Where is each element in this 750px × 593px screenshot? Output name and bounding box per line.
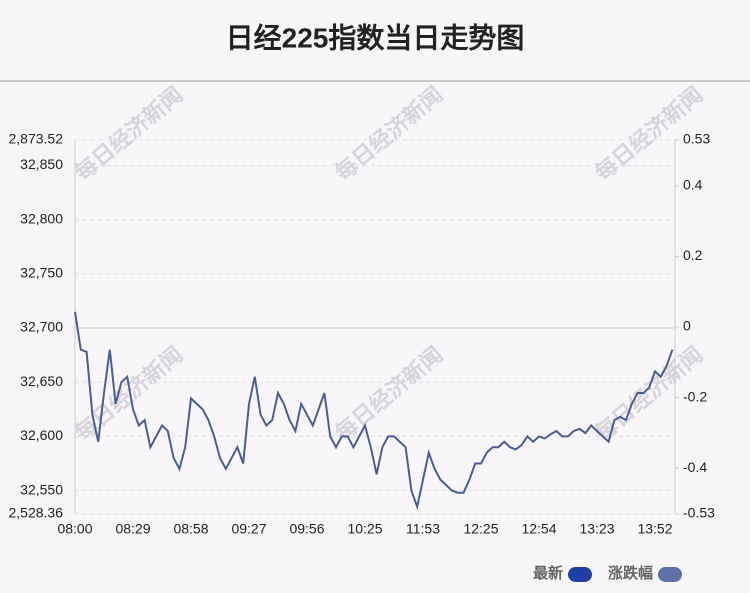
- x-tick-label: 11:53: [406, 521, 440, 537]
- y2-tick-label: -0.2: [683, 388, 707, 404]
- y-tick-label: 32,850: [20, 156, 63, 172]
- y2-tick-label: 0: [683, 318, 691, 334]
- legend-label: 最新: [533, 564, 563, 582]
- watermark: 每日经济新闻: [330, 342, 447, 446]
- price-line: [74, 311, 674, 511]
- legend-swatch: [658, 567, 683, 582]
- x-tick-label: 09:27: [231, 521, 266, 537]
- y-tick-label: 32,700: [20, 319, 63, 335]
- y-tick-label: 32,750: [20, 265, 63, 281]
- y2-tick-label: 0.4: [683, 177, 703, 193]
- watermark: 每日经济新闻: [70, 82, 187, 186]
- y2-tick-label: 0.53: [683, 131, 710, 147]
- y2-tick-label: 0.2: [683, 247, 703, 263]
- y2-tick-label: -0.4: [683, 459, 707, 475]
- y-tick-label: 32,550: [20, 481, 63, 497]
- x-tick-label: 09:56: [289, 521, 324, 537]
- watermark: 每日经济新闻: [330, 82, 447, 186]
- x-tick-label: 13:52: [637, 521, 672, 537]
- x-tick-label: 12:54: [521, 521, 556, 537]
- x-tick-label: 13:23: [579, 521, 614, 537]
- legend-swatch: [568, 567, 593, 582]
- y-tick-label: 32,800: [20, 210, 63, 226]
- y-tick-label: 32,650: [20, 373, 63, 389]
- x-tick-label: 08:00: [57, 521, 92, 537]
- y-tick-label: 2,873.52: [9, 131, 64, 147]
- legend-label: 涨跌幅: [608, 564, 653, 582]
- x-tick-label: 12:25: [463, 521, 498, 537]
- y-tick-label: 32,600: [20, 427, 63, 443]
- y2-tick-label: -0.53: [683, 505, 715, 521]
- x-tick-label: 08:29: [115, 521, 150, 537]
- x-tick-label: 08:58: [173, 521, 208, 537]
- x-tick-label: 10:25: [347, 521, 382, 537]
- chart-title: 日经225指数当日走势图: [226, 21, 525, 53]
- y-tick-label: 2,528.36: [9, 505, 64, 521]
